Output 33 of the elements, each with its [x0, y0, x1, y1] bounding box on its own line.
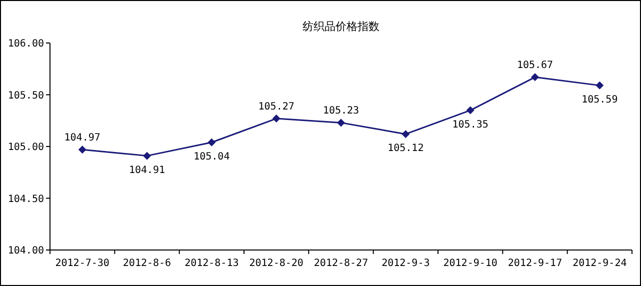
- point: [531, 73, 539, 82]
- x-tick-label: 2012-8-6: [122, 258, 172, 269]
- x-tick-label: 2012-9-10: [443, 258, 498, 269]
- data-label: 105.59: [582, 94, 618, 106]
- data-label: 105.67: [516, 60, 554, 72]
- x-tick-label: 2012-8-13: [184, 258, 239, 269]
- point: [466, 106, 474, 114]
- y-tick-label: 105.00: [8, 142, 44, 153]
- data-label: 105.04: [194, 151, 230, 162]
- point: [272, 114, 280, 123]
- point: [143, 152, 151, 160]
- data-label: 105.12: [388, 143, 424, 154]
- data-label: 105.27: [258, 102, 294, 113]
- y-tick-label: 104.00: [8, 246, 44, 256]
- point: [78, 146, 86, 154]
- data-label: 104.97: [64, 132, 100, 144]
- x-tick-label: 2012-8-20: [249, 258, 304, 269]
- data-label: 105.35: [452, 119, 488, 130]
- y-tick-label: 104.50: [8, 194, 44, 205]
- data-label: 105.23: [322, 106, 360, 117]
- point: [208, 138, 216, 146]
- chart-title: 纺织品价格指数: [302, 20, 380, 33]
- point: [596, 81, 604, 90]
- x-tick-label: 2012-9-3: [382, 258, 430, 269]
- x-tick-label: 2012-9-24: [572, 258, 627, 269]
- y-tick-label: 106.00: [8, 38, 44, 50]
- x-tick-label: 2012-8-27: [314, 258, 368, 269]
- data-label: 104.91: [128, 164, 166, 176]
- y-tick-label: 105.50: [8, 90, 44, 102]
- point: [402, 130, 410, 138]
- x-tick-label: 2012-9-17: [508, 258, 562, 269]
- x-tick-label: 2012-7-30: [55, 258, 110, 269]
- point: [337, 118, 345, 127]
